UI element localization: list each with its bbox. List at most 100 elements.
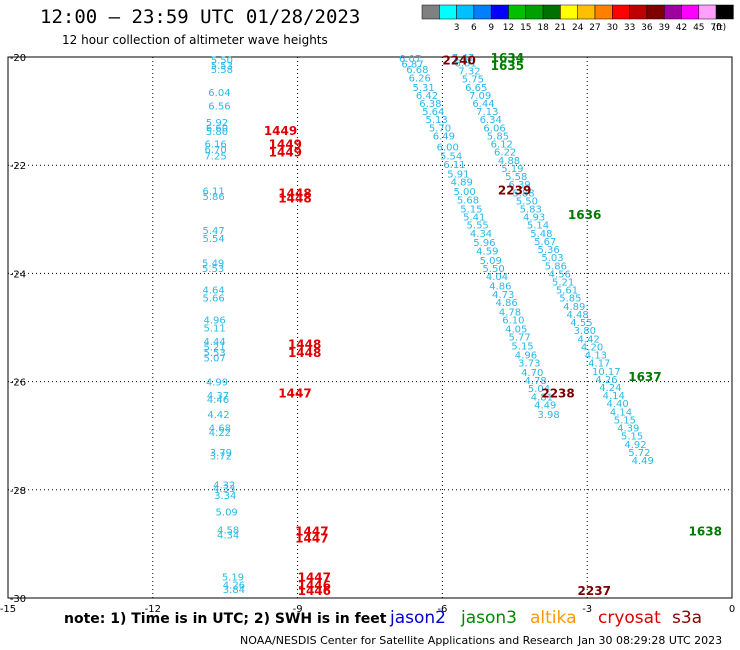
wave-height-value: 5.77 [509,333,531,344]
latitude-tick-label: -20 [10,53,26,64]
longitude-tick-label: -6 [437,604,447,615]
wave-height-value: 6.49 [433,131,455,142]
wave-height-value: 5.92 [206,118,228,129]
wave-height-value: 4.37 [207,391,229,402]
orbit-number-label: 1447 [295,531,328,545]
wave-height-value: 5.91 [447,169,469,180]
wave-height-value: 5.07 [203,353,225,364]
wave-height-value: 4.86 [489,281,511,292]
wave-height-value: 4.44 [203,337,225,348]
latitude-tick-label: -22 [10,161,26,172]
wave-height-value: 5.85 [487,131,509,142]
longitude-tick-label: 0 [729,604,735,615]
page-title: 12:00 – 23:59 UTC 01/28/2023 [40,6,361,28]
wave-height-value: 5.03 [541,253,563,264]
wave-height-value: 5.96 [473,238,495,249]
wave-height-value: 7.25 [204,151,226,162]
orbit-number-label: 1636 [568,208,601,222]
wave-height-value: 4.24 [599,383,621,394]
wave-height-value: 5.86 [203,192,225,203]
wave-height-value: 5.04 [528,384,550,395]
wave-height-value: 4.99 [206,378,228,389]
wave-height-value: 4.64 [203,286,225,297]
orbit-number-label: 2239 [498,184,531,198]
wave-height-value: 5.75 [462,75,484,86]
wave-height-value: 4.88 [498,156,520,167]
wave-height-value: 6.34 [480,115,502,126]
orbit-number-label: 1448 [288,338,321,352]
orbit-number-label: 1635 [491,59,524,73]
wave-height-value: 5.80 [206,127,228,138]
wave-height-color-scale: 3 6 9 12 15 18 21 24 27 30 33 36 39 42 45 70(ft) [421,4,734,33]
wave-height-value: 6.22 [494,148,516,159]
wave-height-value: 4.86 [495,298,517,309]
wave-height-value: 6.11 [443,160,465,171]
wave-height-value: 5.55 [467,221,489,232]
wave-height-value: 6.42 [416,91,438,102]
longitude-tick-label: -15 [0,604,16,615]
legend-altika: altika [530,608,577,628]
wave-height-value: 4.78 [524,376,546,387]
wave-height-value: 6.87 [401,59,423,70]
longitude-tick-label: -3 [582,604,592,615]
legend-s3a: s3a [672,608,703,628]
wave-height-value: 5.09 [480,256,502,267]
wave-height-value: 4.22 [209,428,231,439]
legend-jason2: jason2 [390,608,446,628]
orbit-number-label: 1637 [628,370,661,384]
wave-height-value: 6.06 [483,123,505,134]
wave-height-value: 5.53 [203,348,225,359]
scale-tick-label: 30 [607,23,619,33]
altimeter-track-track_a: 5.505.535.586.046.565.926.605.806.166.70… [202,56,245,596]
wave-height-value: 5.54 [440,151,462,162]
wave-height-value: 4.93 [523,213,545,224]
wave-height-value: 6.56 [208,102,230,113]
wave-height-value: 6.68 [406,65,428,76]
wave-height-value: 5.15 [621,432,643,443]
wave-height-value: 4.42 [578,334,600,345]
wave-height-value: 6.07 [399,54,421,65]
page-subtitle: 12 hour collection of altimeter wave hei… [62,33,328,47]
wave-height-value: 4.20 [581,342,603,353]
scale-tick-label: 9 [488,23,494,33]
wave-height-value: 4.55 [570,318,592,329]
scale-tick-label: 39 [658,23,670,33]
wave-height-value: 7.13 [476,107,498,118]
orbit-number-label: 2237 [578,584,611,598]
wave-height-value: 3.34 [214,491,236,502]
scale-unit-label: (ft) [713,23,727,33]
wave-height-value: 5.11 [203,324,225,335]
legend-cryosat: cryosat [598,608,661,628]
wave-height-value: 6.39 [509,180,531,191]
wave-height-value: 6.11 [203,187,225,198]
wave-height-value: 5.19 [222,572,244,583]
map-frame [7,56,733,599]
orbit-number-label: 1638 [689,524,722,538]
orbit-number-label: 2240 [442,54,475,68]
wave-height-value: 5.50 [516,196,538,207]
wave-height-value: 4.49 [534,400,556,411]
legend-jason3: jason3 [461,608,517,628]
wave-height-value: 5.09 [216,507,238,518]
wave-height-value: 5.15 [460,204,482,215]
wave-height-value: 5.19 [501,164,523,175]
wave-height-value: 3.73 [518,359,540,370]
orbit-number-label: 1447 [298,570,331,584]
wave-height-value: 5.86 [545,261,567,272]
orbit-number-label: 1449 [264,124,297,138]
orbit-number-label: 1446 [298,578,331,592]
map-plot: -15 -12 -9 -6 -3 0-20-22-24-26-28-305.505.535… [0,51,735,615]
wave-height-value: 4.34 [217,531,239,542]
scale-tick-label: 12 [503,23,514,33]
wave-height-value: 4.73 [492,290,514,301]
wave-height-value: 3.84 [223,585,245,596]
wave-height-value: 4.26 [595,375,617,386]
wave-height-value: 6.38 [419,99,441,110]
wave-height-value: 6.04 [208,88,230,99]
wave-height-value: 5.85 [559,294,581,305]
wave-height-value: 5.53 [211,61,233,72]
wave-height-value: 5.47 [203,226,225,237]
wave-height-value: 4.68 [209,424,231,435]
wave-height-value: 5.83 [520,204,542,215]
wave-height-value: 6.16 [204,140,226,151]
